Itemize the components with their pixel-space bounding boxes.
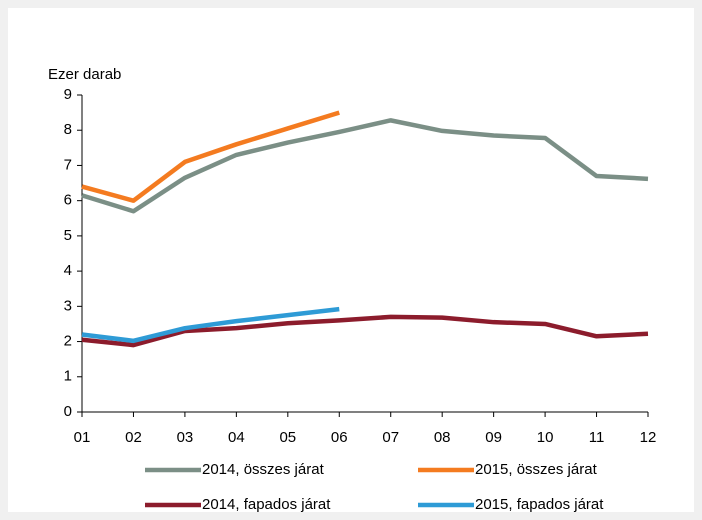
legend-label: 2015, összes járat <box>475 461 598 478</box>
legend-label: 2014, fapados járat <box>202 496 331 513</box>
x-tick-label: 01 <box>74 429 91 446</box>
y-tick-label: 8 <box>64 121 72 138</box>
y-axis-label: Ezer darab <box>48 66 121 83</box>
series-line <box>81 314 649 348</box>
y-tick-label: 0 <box>64 403 72 420</box>
y-tick-label: 6 <box>64 192 72 209</box>
x-tick-label: 09 <box>485 429 502 446</box>
x-tick-label: 12 <box>640 429 657 446</box>
legend-label: 2015, fapados járat <box>475 496 604 513</box>
x-tick-label: 02 <box>125 429 142 446</box>
x-tick-label: 05 <box>279 429 296 446</box>
x-tick-label: 03 <box>177 429 194 446</box>
x-tick-label: 10 <box>537 429 554 446</box>
x-tick-label: 08 <box>434 429 451 446</box>
y-tick-label: 4 <box>64 262 72 279</box>
y-tick-label: 1 <box>64 368 72 385</box>
y-tick-label: 2 <box>64 333 72 350</box>
x-tick-label: 07 <box>382 429 399 446</box>
y-tick-label: 5 <box>64 227 72 244</box>
x-tick-label: 06 <box>331 429 348 446</box>
y-tick-label: 9 <box>64 86 72 103</box>
series-line <box>81 306 340 344</box>
x-tick-label: 04 <box>228 429 245 446</box>
x-tick-label: 11 <box>589 429 605 446</box>
legend-label: 2014, összes járat <box>202 461 325 478</box>
background <box>8 8 694 512</box>
series-line <box>81 110 340 203</box>
y-tick-label: 3 <box>64 297 72 314</box>
series-line <box>81 118 649 214</box>
y-tick-label: 7 <box>64 156 72 173</box>
